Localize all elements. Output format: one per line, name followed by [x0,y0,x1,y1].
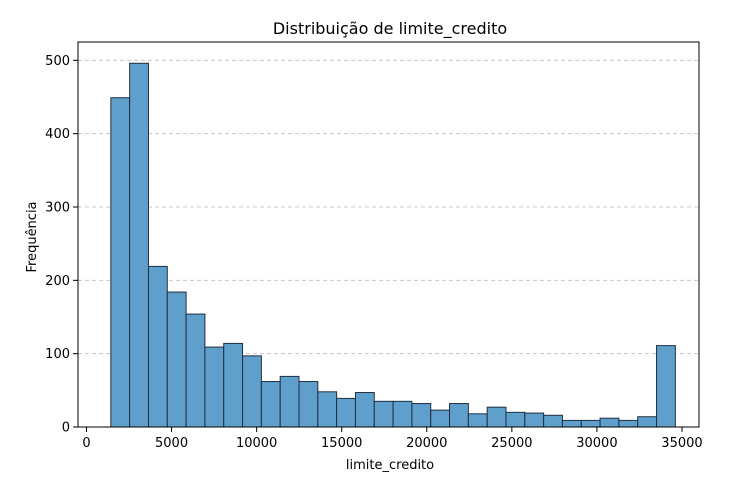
y-tick-label: 300 [45,201,70,216]
histogram-bar [505,411,526,428]
histogram-bar [599,417,620,428]
histogram-bar [618,419,639,428]
histogram-bar [110,97,131,428]
y-tick-label: 0 [62,421,70,436]
histogram-bar [486,406,507,428]
histogram-bar [317,391,338,428]
x-tick-label: 30000 [576,436,617,451]
histogram-bar [279,375,300,428]
histogram-bar [392,400,413,428]
histogram-bar [185,313,206,428]
x-tick-label: 35000 [661,436,702,451]
histogram-bar [204,346,225,428]
histogram-bar [260,381,281,428]
x-tick-label: 25000 [491,436,532,451]
bars [110,62,676,428]
x-axis-label: limite_credito [346,458,434,473]
x-tick-label: 20000 [406,436,447,451]
histogram-bar [580,419,601,428]
histogram-bar [147,265,168,428]
x-tick-label: 15000 [321,436,362,451]
histogram-bar [129,62,149,428]
histogram-bar [467,413,488,428]
histogram-bar [411,403,432,428]
x-tick-label: 0 [82,436,90,451]
plot-frame [77,41,700,428]
y-tick-label: 400 [45,127,70,142]
histogram-bar [449,403,469,428]
histogram-bar [223,342,244,428]
histogram-bar [430,409,451,428]
histogram-bar [298,381,319,428]
y-tick-label: 100 [45,347,70,362]
histogram-bar [656,345,676,428]
histogram-bar [354,392,375,428]
y-tick-label: 200 [45,274,70,289]
grid-lines [78,59,699,355]
x-tick-label: 10000 [236,436,277,451]
chart-title: Distribuição de limite_credito [273,19,507,39]
histogram-bar [166,291,187,428]
histogram-bar [336,397,356,428]
x-axis-ticks: 0 5000 10000 15000 20000 25000 30000 35000 [82,427,703,451]
y-axis-label: Frequência [25,201,40,272]
x-tick-label: 5000 [155,436,188,451]
histogram-bar [637,416,658,428]
histogram-bar [373,400,394,428]
histogram-bar [524,412,545,428]
histogram-bar [561,419,582,428]
histogram-bar [543,414,563,428]
y-tick-label: 500 [45,54,70,69]
y-axis-ticks: 0 100 200 300 400 500 [45,54,78,436]
histogram-bar [242,355,262,428]
